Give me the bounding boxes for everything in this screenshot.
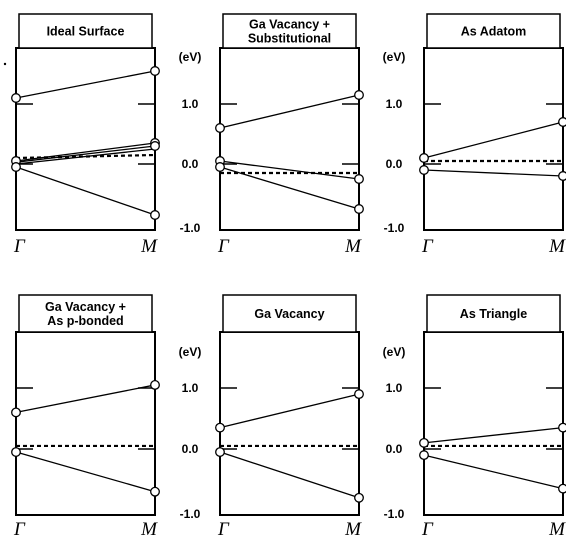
panel-1-title-box <box>18 13 153 49</box>
panel-3-kpoint-gamma: Γ <box>421 236 434 257</box>
panel-1-marker-4 <box>150 66 160 76</box>
panel-3-ytick-label-3: -1.0 <box>384 221 405 235</box>
panel-4-axes-frame <box>15 331 156 516</box>
panel-3-marker-2 <box>419 165 429 175</box>
panel-3-title-line-1: As Adatom <box>461 25 527 39</box>
panel-2-title-line-1: Ga Vacancy + <box>249 18 330 32</box>
panel-2-marker-6 <box>354 204 364 214</box>
panel-1-title-line-1: Ideal Surface <box>47 25 125 39</box>
panel-2-band-3 <box>219 166 360 210</box>
panel-6-ylabel: (eV) <box>383 345 406 359</box>
panel-4-band-2 <box>15 451 156 493</box>
panel-3-axes-frame <box>423 47 564 231</box>
panel-6-ytick-label-2: 0.0 <box>386 442 403 456</box>
panel-2-marker-3 <box>215 162 225 172</box>
panel-4-marker-3 <box>150 380 160 390</box>
panel-2-marker-1 <box>215 123 225 133</box>
panel-1-band-5 <box>15 166 156 216</box>
panel-2-kpoint-m: M <box>344 236 362 257</box>
panel-6-ytick-label-3: -1.0 <box>384 507 405 521</box>
panel-2-kpoint-gamma: Γ <box>217 236 230 257</box>
panel-2-band-1 <box>219 94 360 129</box>
panel-1-marker-3 <box>11 162 21 172</box>
panel-5-kpoint-m: M <box>344 519 362 537</box>
panel-2-ytick-label-3: -1.0 <box>180 221 201 235</box>
panel-2-ytick-label-1: 1.0 <box>182 97 199 111</box>
panel-6-title-box <box>426 294 561 333</box>
panel-3-band-1 <box>423 121 564 159</box>
panel-4-kpoint-m: M <box>140 519 158 537</box>
panel-6-kpoint-m: M <box>548 519 566 537</box>
panel-5-title-line-1: Ga Vacancy <box>254 307 324 321</box>
panel-5-ytick-label-2: 0.0 <box>182 442 199 456</box>
panel-1-kpoint-m: M <box>140 236 158 257</box>
panel-5-marker-2 <box>215 447 225 458</box>
panel-3-marker-3 <box>558 117 566 127</box>
panel-6-marker-3 <box>558 422 566 433</box>
panel-1-band-6-fermi-level <box>15 153 156 160</box>
panel-3-ylabel: (eV) <box>383 50 406 64</box>
panel-1-band-3 <box>15 145 156 163</box>
panel-2-band-2 <box>219 160 360 180</box>
panel-1-marker-1 <box>11 93 21 103</box>
panel-6-marker-1 <box>419 437 429 448</box>
panel-3-band-2 <box>423 169 564 177</box>
panel-1-marker-6 <box>150 141 160 151</box>
panel-5-ylabel: (eV) <box>179 345 202 359</box>
panel-1-band-4 <box>15 148 156 165</box>
panel-4-title-box <box>18 294 153 333</box>
panel-3-title-box <box>426 13 561 49</box>
panel-5-ytick-label-1: 1.0 <box>182 381 199 395</box>
panel-5-band-1 <box>219 393 360 429</box>
panel-5-marker-3 <box>354 389 364 400</box>
panel-4-title-line-1: Ga Vacancy + <box>45 300 126 314</box>
panel-5-title-box <box>222 294 357 333</box>
panel-5-axes-frame <box>219 331 360 516</box>
panel-6-marker-4 <box>558 483 566 494</box>
panel-5-ytick-label-3: -1.0 <box>180 507 201 521</box>
panel-6-title-line-1: As Triangle <box>460 307 527 321</box>
panel-2-title-box <box>222 13 357 49</box>
panel-6-band-2 <box>423 454 564 490</box>
panel-1-band-2 <box>15 142 156 162</box>
panel-6-kpoint-gamma: Γ <box>421 519 434 537</box>
panel-1-marker-7 <box>150 210 160 220</box>
panel-4-title-line-2: As p-bonded <box>47 314 123 328</box>
panel-5-marker-1 <box>215 422 225 433</box>
panel-3-marker-4 <box>558 171 566 181</box>
panel-5-marker-4 <box>354 492 364 503</box>
panel-5-kpoint-gamma: Γ <box>217 519 230 537</box>
panel-3-ytick-label-1: 1.0 <box>386 97 403 111</box>
panel-4-kpoint-gamma: Γ <box>13 519 26 537</box>
panel-2-marker-4 <box>354 90 364 100</box>
panel-3-marker-1 <box>419 153 429 163</box>
panel-2-ytick-label-2: 0.0 <box>182 157 199 171</box>
panel-2-title-line-2: Substitutional <box>248 32 331 46</box>
panel-2-ylabel: (eV) <box>179 50 202 64</box>
panel-1-band-1 <box>15 70 156 99</box>
panel-4-marker-2 <box>11 447 21 458</box>
panel-2-marker-5 <box>354 174 364 184</box>
panel-3-kpoint-m: M <box>548 236 566 257</box>
panel-1-kpoint-gamma: Γ <box>13 236 26 257</box>
panel-5-band-2 <box>219 451 360 499</box>
panel-6-ytick-label-1: 1.0 <box>386 381 403 395</box>
panel-4-marker-4 <box>150 486 160 497</box>
panel-6-band-1 <box>423 427 564 444</box>
panel-3-ytick-label-2: 0.0 <box>386 157 403 171</box>
stray-dot <box>3 62 7 66</box>
panel-6-axes-frame <box>423 331 564 516</box>
panel-6-marker-2 <box>419 450 429 461</box>
panel-4-marker-1 <box>11 407 21 418</box>
panel-4-band-1 <box>15 384 156 414</box>
